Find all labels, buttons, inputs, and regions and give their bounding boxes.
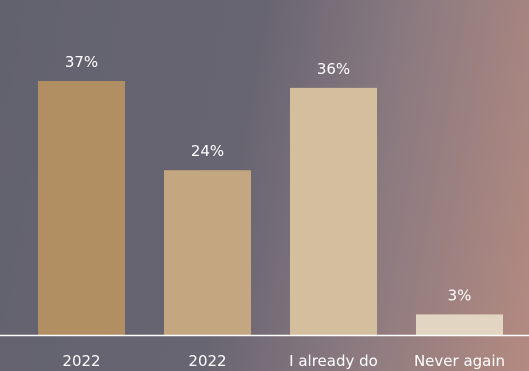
category-label-3: I already do — [289, 352, 378, 370]
bar-4 — [416, 314, 503, 335]
value-label-1: 37% — [65, 53, 98, 71]
bar-3 — [290, 87, 377, 335]
category-labels-group: 2022 2022 I already do Never again — [62, 352, 505, 370]
bar-1 — [38, 81, 125, 335]
value-label-2: 24% — [191, 142, 224, 160]
category-label-2: 2022 — [188, 352, 226, 370]
value-labels-group: 37% 24% 36% 3% — [65, 53, 472, 304]
value-label-4: 3% — [448, 286, 472, 304]
value-label-3: 36% — [317, 60, 350, 78]
bar-2 — [164, 170, 251, 335]
category-label-4: Never again — [414, 352, 505, 370]
bars-group — [38, 81, 503, 335]
category-label-1: 2022 — [62, 352, 100, 370]
